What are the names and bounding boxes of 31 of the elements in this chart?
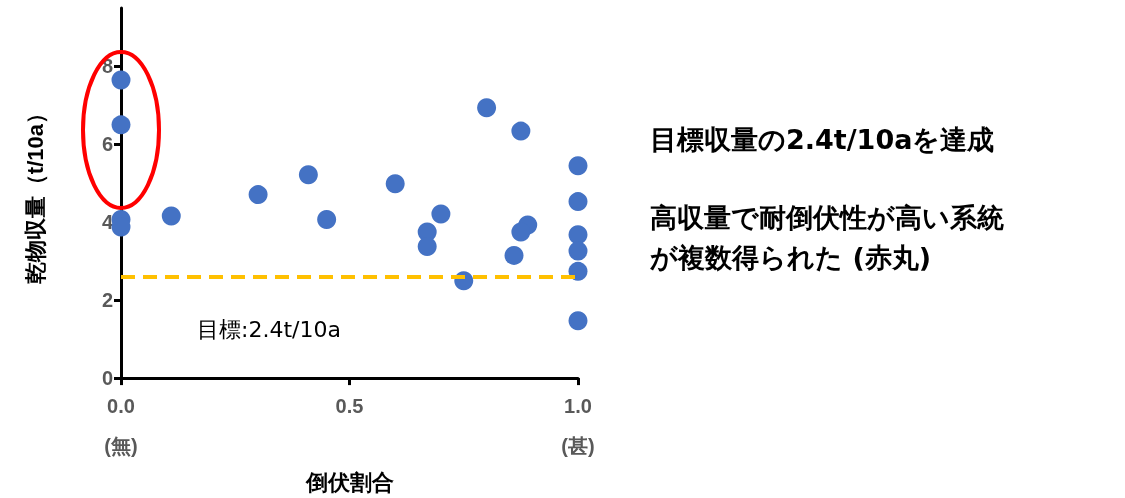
point <box>568 261 588 281</box>
point <box>568 225 588 245</box>
x-axis-title: 倒伏割合 <box>304 469 394 495</box>
point <box>511 222 531 242</box>
y-tick-label: 6 <box>101 133 113 156</box>
y-tick-label: 0 <box>101 367 113 390</box>
point <box>504 245 524 265</box>
y-axis-title: 乾物収量（t/10a） <box>22 101 48 285</box>
x-tick-label: 0.0 (無) <box>104 395 138 458</box>
y-tick-label: 4 <box>101 211 114 234</box>
point <box>568 241 588 261</box>
text: 高収量で耐倒伏性が高い系統が複数得られた (赤丸) <box>650 201 1005 275</box>
point <box>431 204 451 224</box>
point <box>385 174 405 194</box>
point <box>477 98 497 118</box>
point <box>317 210 337 230</box>
point <box>568 192 588 212</box>
point <box>111 115 131 135</box>
point <box>568 311 588 331</box>
point <box>111 70 131 90</box>
point <box>417 236 437 256</box>
x-tick-label: 1.0 (甚) <box>561 395 595 458</box>
point <box>298 165 318 185</box>
point <box>248 185 268 205</box>
y-tick-label: 2 <box>101 289 113 312</box>
point <box>568 156 588 176</box>
text: 目標収量の2.4t/10aを達成 <box>650 123 996 157</box>
point <box>511 121 531 141</box>
point <box>161 206 181 226</box>
x-tick-label: 0.5 <box>335 395 364 418</box>
annotation: 目標:2.4t/10a <box>197 316 341 344</box>
